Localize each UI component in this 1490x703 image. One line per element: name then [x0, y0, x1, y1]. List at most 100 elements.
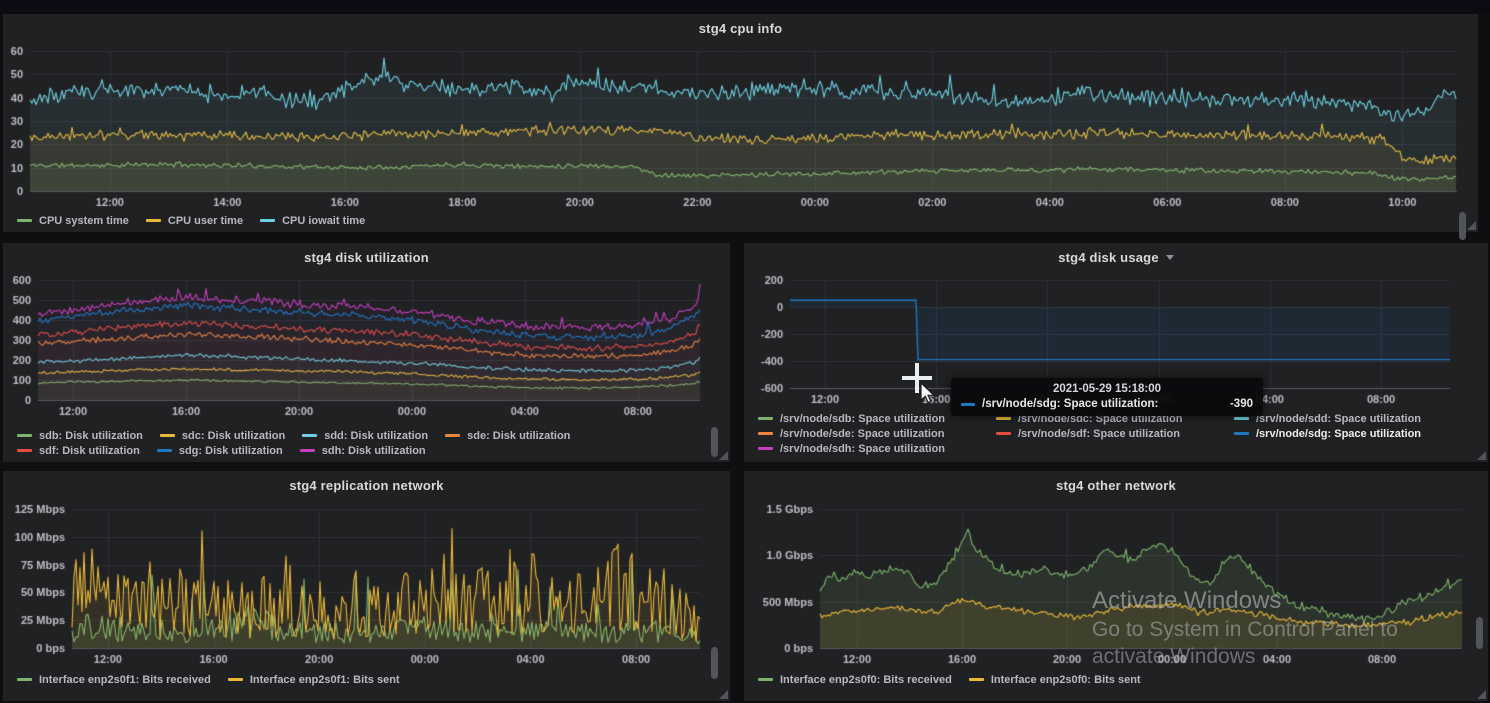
series-color-icon: [1234, 417, 1249, 420]
panel-disk-utilization: stg4 disk utilization sdb: Disk utilizat…: [3, 243, 730, 462]
replication-network-legend: Interface enp2s0f1: Bits received Interfa…: [17, 672, 417, 687]
series-color-icon: [299, 449, 315, 452]
panel-resize-handle[interactable]: [1477, 690, 1486, 699]
mouse-cursor-icon: [920, 382, 936, 404]
disk-usage-legend: /srv/node/sdb: Space utilization/srv/nod…: [758, 411, 1472, 456]
panel-disk-usage: stg4 disk usage /srv/node/sdb: Space uti…: [744, 243, 1488, 462]
legend-label: sdc: Disk utilization: [181, 429, 286, 442]
series-color-icon: [1234, 432, 1249, 435]
legend-label: sdh: Disk utilization: [321, 444, 426, 457]
series-color-icon: [145, 219, 161, 222]
series-color-icon: [17, 449, 32, 452]
replication-network-chart-canvas[interactable]: [3, 471, 730, 701]
legend-label: sdd: Disk utilization: [324, 429, 429, 442]
series-color-icon: [260, 219, 276, 222]
series-color-icon: [758, 417, 773, 420]
tooltip-series-value: -390: [1229, 398, 1253, 410]
legend-label: CPU user time: [167, 214, 244, 227]
legend-item[interactable]: sdf: Disk utilization: [17, 445, 140, 457]
legend-label: CPU iowait time: [282, 214, 366, 227]
legend-item[interactable]: sdd: Disk utilization: [302, 430, 428, 442]
disk-utilization-legend: sdb: Disk utilization sdc: Disk utilizati…: [17, 428, 587, 458]
tooltip-timestamp: 2021-05-29 15:18:00: [1052, 383, 1162, 395]
legend-label: Interface enp2s0f1: Bits received: [39, 673, 211, 686]
legend-label: /srv/node/sdd: Space utilization: [1256, 412, 1422, 425]
legend-label: sdb: Disk utilization: [39, 429, 143, 442]
series-color-icon: [156, 449, 172, 452]
panel-replication-network: stg4 replication network Interface enp2s…: [3, 471, 730, 701]
series-color-icon: [996, 417, 1011, 420]
series-color-icon: [17, 219, 32, 222]
series-color-icon: [159, 434, 175, 437]
cpu-info-legend: CPU system time CPU user time CPU iowait t…: [17, 213, 382, 228]
top-strip: [0, 0, 1490, 14]
legend-row: sdf: Disk utilization sdg: Disk utilizati…: [17, 443, 587, 458]
series-color-icon: [996, 432, 1011, 435]
legend-item[interactable]: Interface enp2s0f0: Bits received: [758, 674, 952, 686]
legend-item[interactable]: /srv/node/sdf: Space utilization: [996, 428, 1234, 440]
legend-item[interactable]: Interface enp2s0f0: Bits sent: [968, 673, 1141, 686]
series-color-icon: [17, 434, 32, 437]
disk-usage-chart-canvas[interactable]: [744, 243, 1488, 462]
legend-item[interactable]: sdc: Disk utilization: [159, 429, 286, 442]
legend-row: CPU system time CPU user time CPU iowait t…: [17, 213, 382, 228]
cpu-info-chart-canvas[interactable]: [3, 14, 1478, 232]
panel-other-network: stg4 other network Interface enp2s0f0: B…: [744, 471, 1488, 701]
legend-label: sdg: Disk utilization: [178, 444, 283, 457]
tooltip-series-color-icon: [961, 402, 975, 406]
series-color-icon: [758, 447, 773, 450]
other-network-chart-canvas[interactable]: [744, 471, 1488, 701]
other-network-legend: Interface enp2s0f0: Bits received Interfa…: [758, 672, 1158, 687]
legend-item[interactable]: /srv/node/sde: Space utilization: [758, 428, 996, 440]
series-color-icon: [17, 678, 32, 681]
legend-item[interactable]: sdh: Disk utilization: [299, 444, 426, 457]
legend-item[interactable]: sdg: Disk utilization: [156, 444, 283, 457]
legend-item[interactable]: /srv/node/sdg: Space utilization: [1234, 428, 1472, 440]
legend-label: /srv/node/sde: Space utilization: [780, 427, 945, 440]
series-color-icon: [227, 678, 243, 681]
series-color-icon: [758, 432, 773, 435]
legend-item[interactable]: sde: Disk utilization: [445, 430, 570, 442]
legend-label: /srv/node/sdh: Space utilization: [780, 442, 946, 455]
legend-row: Interface enp2s0f1: Bits received Interfa…: [17, 672, 417, 687]
tooltip-series-label: /srv/node/sdg: Space utilization:: [982, 398, 1159, 410]
legend-label: sdf: Disk utilization: [39, 444, 140, 457]
series-color-icon: [302, 434, 318, 437]
panel-resize-handle[interactable]: [719, 451, 728, 460]
panel-resize-handle[interactable]: [1467, 221, 1476, 230]
legend-label: /srv/node/sdb: Space utilization: [780, 412, 946, 425]
disk-utilization-chart-canvas[interactable]: [3, 243, 730, 462]
series-color-icon: [445, 434, 461, 437]
legend-item[interactable]: /srv/node/sdb: Space utilization: [758, 413, 996, 425]
legend-item[interactable]: Interface enp2s0f1: Bits sent: [227, 673, 400, 686]
legend-label: /srv/node/sdg: Space utilization: [1256, 427, 1422, 440]
legend-item[interactable]: sdb: Disk utilization: [17, 430, 143, 442]
legend-row: /srv/node/sdh: Space utilization: [758, 441, 1472, 456]
panel-scrollbar-thumb[interactable]: [1459, 212, 1466, 240]
legend-label: /srv/node/sdf: Space utilization: [1018, 427, 1180, 440]
legend-item[interactable]: /srv/node/sdh: Space utilization: [758, 443, 996, 455]
chart-tooltip: 2021-05-29 15:18:00 /srv/node/sdg: Space…: [951, 378, 1263, 416]
legend-label: Interface enp2s0f0: Bits sent: [990, 673, 1141, 686]
series-color-icon: [758, 678, 773, 681]
panel-scrollbar-thumb[interactable]: [711, 427, 718, 457]
legend-item[interactable]: CPU user time: [145, 214, 244, 227]
legend-item[interactable]: /srv/node/sdd: Space utilization: [1234, 413, 1472, 425]
legend-row: /srv/node/sdb: Space utilization/srv/nod…: [758, 411, 1472, 426]
legend-item[interactable]: CPU iowait time: [260, 215, 365, 227]
legend-row: sdb: Disk utilization sdc: Disk utilizati…: [17, 428, 587, 443]
panel-resize-handle[interactable]: [1477, 451, 1486, 460]
legend-label: CPU system time: [39, 214, 129, 227]
legend-label: Interface enp2s0f1: Bits sent: [249, 673, 400, 686]
panel-resize-handle[interactable]: [719, 690, 728, 699]
panel-scrollbar-thumb[interactable]: [711, 647, 718, 679]
legend-item[interactable]: CPU system time: [17, 215, 129, 227]
legend-label: sde: Disk utilization: [467, 429, 571, 442]
legend-row: Interface enp2s0f0: Bits received Interfa…: [758, 672, 1158, 687]
legend-item[interactable]: Interface enp2s0f1: Bits received: [17, 674, 211, 686]
series-color-icon: [968, 678, 984, 681]
legend-row: /srv/node/sde: Space utilization/srv/nod…: [758, 426, 1472, 441]
panel-scrollbar-thumb[interactable]: [1476, 617, 1483, 649]
legend-label: Interface enp2s0f0: Bits received: [780, 673, 952, 686]
